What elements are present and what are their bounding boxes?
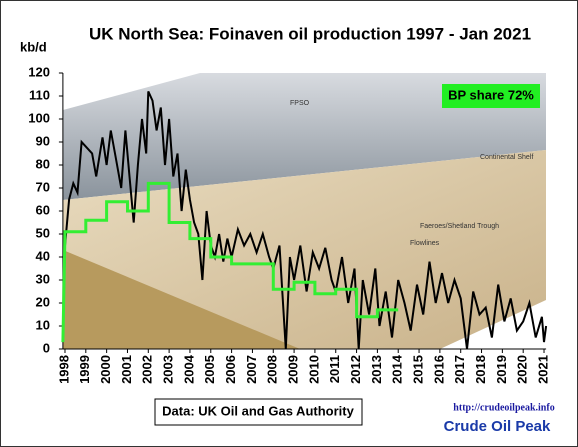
x-tick-label: 2006 [223,355,238,384]
y-tick-label: 90 [36,133,50,148]
x-tick-label: 2002 [140,355,155,384]
x-tick-label: 2021 [535,355,550,384]
illustration-block [63,250,300,349]
x-tick-label: 2013 [369,355,384,384]
x-tick-label: 2012 [348,355,363,384]
x-tick-label: 2005 [202,355,217,384]
x-tick-label: 2018 [473,355,488,384]
x-tick-label: 2015 [410,355,425,384]
y-tick-label: 120 [28,64,50,79]
x-tick-label: 2004 [181,354,196,384]
illustration-sky [63,73,546,200]
x-tick-label: 2020 [515,355,530,384]
x-tick-label: 2019 [494,355,509,384]
x-tick-label: 2017 [452,355,467,384]
y-axis-label: kb/d [20,39,47,54]
x-tick-label: 2007 [244,355,259,384]
x-tick-label: 2001 [119,355,134,384]
y-tick-label: 80 [36,156,50,171]
x-tick-label: 1998 [56,355,71,384]
y-tick-label: 40 [36,248,50,263]
x-tick-label: 2000 [98,355,113,384]
y-tick-label: 10 [36,317,50,332]
brand: Crude Oil Peak [444,418,551,435]
y-tick-label: 20 [36,294,50,309]
annotation: BP share 72% [448,87,534,102]
x-tick-label: 2014 [390,354,405,384]
x-tick-label: 2003 [161,355,176,384]
x-tick-label: 2011 [327,355,342,383]
illustration-label: Flowlines [410,240,440,247]
y-tick-label: 30 [36,271,50,286]
x-tick-label: 2008 [265,355,280,384]
source: Data: UK Oil and Gas Authority [162,403,354,418]
chart-title: UK North Sea: Foinaven oil production 19… [89,24,531,43]
y-tick-label: 50 [36,225,50,240]
x-tick-label: 2016 [431,355,446,384]
illustration-label: Continental Shelf [480,154,533,161]
y-tick-label: 0 [43,340,50,355]
y-tick-label: 100 [28,110,50,125]
illustration-label: FPSO [290,100,310,107]
y-tick-label: 70 [36,179,50,194]
website: http://crudeoilpeak.info [453,402,554,413]
annotation-box [442,84,540,108]
y-tick-label: 60 [36,202,50,217]
series-line [61,181,399,343]
y-tick-label: 110 [29,87,50,102]
x-tick-label: 2010 [306,355,321,384]
source-box [154,398,363,426]
x-tick-label: 1999 [77,355,92,384]
illustration-label: Faeroes/Shetland Trough [420,223,499,230]
x-tick-label: 2009 [286,355,301,384]
